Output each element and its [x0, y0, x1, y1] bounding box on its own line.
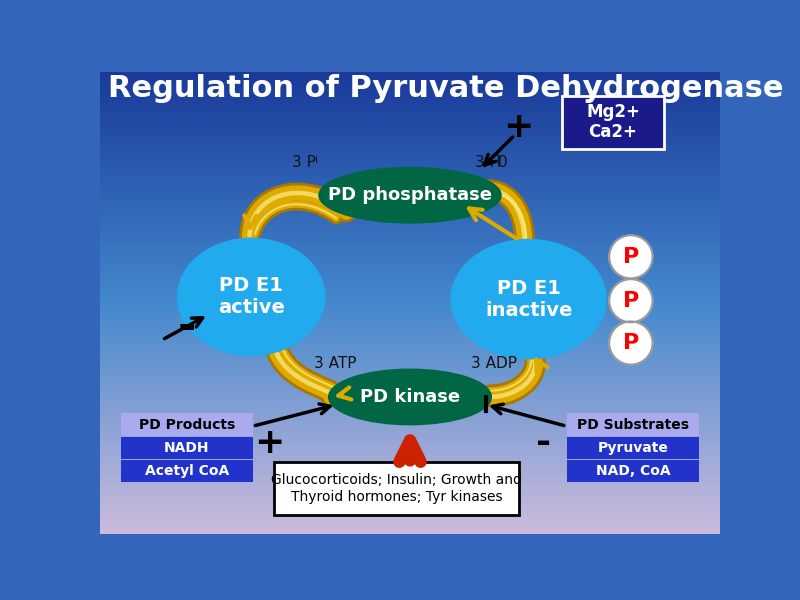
Text: PD E1
active: PD E1 active	[218, 277, 285, 317]
Text: -: -	[536, 426, 551, 460]
FancyBboxPatch shape	[567, 413, 699, 436]
Circle shape	[609, 279, 653, 322]
Text: 2: 2	[493, 155, 500, 165]
Text: P: P	[622, 247, 639, 267]
Text: PD phosphatase: PD phosphatase	[328, 186, 492, 204]
FancyBboxPatch shape	[121, 413, 253, 436]
Circle shape	[609, 235, 653, 278]
Text: +: +	[503, 110, 534, 145]
FancyBboxPatch shape	[567, 437, 699, 460]
FancyBboxPatch shape	[567, 460, 699, 482]
Ellipse shape	[329, 369, 491, 425]
Text: 3 H: 3 H	[475, 155, 502, 170]
Text: PD Products: PD Products	[138, 418, 235, 431]
Text: NAD, CoA: NAD, CoA	[596, 464, 670, 478]
Text: NADH: NADH	[164, 441, 210, 455]
FancyBboxPatch shape	[562, 96, 664, 149]
FancyBboxPatch shape	[121, 437, 253, 460]
Text: P: P	[622, 333, 639, 353]
Text: Mg2+
Ca2+: Mg2+ Ca2+	[586, 103, 640, 142]
Text: Acetyl CoA: Acetyl CoA	[145, 464, 229, 478]
Text: P: P	[622, 290, 639, 311]
FancyBboxPatch shape	[121, 460, 253, 482]
Text: Regulation of Pyruvate Dehydrogenase: Regulation of Pyruvate Dehydrogenase	[108, 74, 783, 103]
Ellipse shape	[178, 238, 325, 355]
Text: PD Substrates: PD Substrates	[578, 418, 690, 431]
Text: -: -	[178, 306, 196, 349]
Text: Glucocorticoids; Insulin; Growth and
Thyroid hormones; Tyr kinases: Glucocorticoids; Insulin; Growth and Thy…	[271, 473, 522, 503]
Text: 3 P: 3 P	[292, 155, 316, 170]
Text: i: i	[314, 155, 318, 165]
Text: PD kinase: PD kinase	[360, 388, 460, 406]
Ellipse shape	[451, 239, 606, 359]
Text: 3 ATP: 3 ATP	[314, 356, 356, 371]
Circle shape	[609, 322, 653, 365]
Text: PD E1
inactive: PD E1 inactive	[485, 278, 572, 320]
Ellipse shape	[319, 167, 501, 223]
Text: +: +	[254, 426, 284, 460]
FancyBboxPatch shape	[274, 463, 519, 515]
Text: 0: 0	[498, 155, 507, 170]
Text: 3 ADP: 3 ADP	[470, 356, 517, 371]
Text: Pyruvate: Pyruvate	[598, 441, 669, 455]
